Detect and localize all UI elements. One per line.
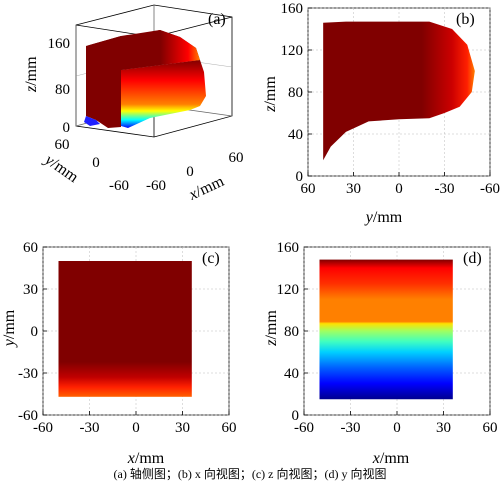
panel-c: -60 -30 0 30 60 60 30 0 -30 -60 x/mm y/mm (c) — [1, 240, 237, 467]
panel-b-x-ticks: 60 30 0 -30 -60 — [301, 172, 500, 197]
panel-d-y-ticks: 0 40 80 120 160 — [277, 240, 308, 424]
panel-a-tag: (a) — [208, 11, 226, 28]
y-tick-label: -30 — [18, 366, 38, 382]
figure-caption: (a) 轴侧图；(b) x 向视图；(c) z 向视图；(d) y 向视图 — [114, 466, 387, 481]
x-tick-label: 60 — [483, 420, 498, 436]
x-tick-label: -30 — [341, 420, 361, 436]
panel-a-x-ticks: -60 0 60 — [146, 150, 244, 194]
x-tick-label: 0 — [132, 420, 140, 436]
panel-d-tag: (d) — [463, 250, 482, 267]
x-tick-label: 30 — [346, 181, 361, 197]
x-tick-label: 60 — [301, 181, 316, 197]
y-tick-label: 80 — [288, 85, 303, 101]
panel-d-x-label: x/mm — [372, 450, 410, 467]
panel-d: -60 -30 0 30 60 0 40 80 120 160 x/mm z/mm (d) — [263, 240, 498, 467]
x-tick-label: 0 — [186, 164, 194, 180]
panel-a-object-side — [121, 60, 206, 128]
panel-a-y-label: y/mm — [40, 150, 82, 186]
y-tick-label: -60 — [18, 408, 38, 424]
z-tick-label: 160 — [48, 36, 71, 52]
x-tick-label: 30 — [175, 420, 190, 436]
x-tick-label: -60 — [480, 181, 500, 197]
z-tick-label: 0 — [63, 120, 71, 136]
x-tick-label: 30 — [436, 420, 451, 436]
x-tick-label: -30 — [80, 420, 100, 436]
panel-a-z-label: z/mm — [23, 56, 40, 93]
panel-d-shape — [319, 259, 453, 400]
y-tick-label: 160 — [281, 1, 304, 17]
panel-b-y-label: z/mm — [262, 76, 279, 113]
panel-b-y-ticks: 0 40 80 120 160 — [281, 1, 312, 185]
y-tick-label: -60 — [109, 178, 129, 194]
panel-c-x-label: x/mm — [127, 450, 165, 467]
y-tick-label: 0 — [296, 169, 304, 185]
panel-c-x-ticks: -60 -30 0 30 60 — [33, 411, 237, 436]
x-tick-label: 0 — [393, 420, 401, 436]
panel-c-y-label: y/mm — [1, 309, 18, 348]
panel-c-shape — [58, 261, 192, 397]
panel-a-y-ticks: 60 0 -60 — [55, 137, 130, 194]
x-tick-label: 60 — [222, 420, 237, 436]
panel-a-object-cap — [121, 30, 200, 70]
y-tick-label: 30 — [23, 282, 38, 298]
x-tick-label: -30 — [435, 181, 455, 197]
panel-a-object-front — [86, 36, 121, 128]
y-tick-label: 40 — [288, 127, 303, 143]
panel-c-tag: (c) — [202, 250, 220, 267]
panel-d-x-ticks: -60 -30 0 30 60 — [294, 411, 498, 436]
x-tick-label: -60 — [146, 178, 166, 194]
panel-a-object — [84, 30, 206, 128]
panel-c-y-ticks: 60 30 0 -30 -60 — [18, 240, 47, 424]
y-tick-label: 0 — [292, 408, 300, 424]
panel-b: 60 30 0 -30 -60 0 40 80 120 160 y/mm z/mm (b) — [262, 1, 500, 226]
x-tick-label: 60 — [229, 150, 244, 166]
y-tick-label: 40 — [284, 366, 299, 382]
x-tick-label: -60 — [294, 420, 314, 436]
y-tick-label: 0 — [31, 324, 39, 340]
y-tick-label: 160 — [277, 240, 300, 256]
z-tick-label: 80 — [55, 82, 70, 98]
y-tick-label: 80 — [284, 324, 299, 340]
y-tick-label: 60 — [23, 240, 38, 256]
x-tick-label: 0 — [395, 181, 403, 197]
x-tick-label: -60 — [33, 420, 53, 436]
panel-b-x-label: y/mm — [364, 209, 403, 226]
panel-b-shape — [323, 21, 475, 161]
panel-d-y-label: z/mm — [263, 310, 280, 347]
y-tick-label: 120 — [277, 282, 300, 298]
panel-b-tag: (b) — [456, 11, 475, 28]
y-tick-label: 0 — [92, 155, 100, 171]
y-tick-label: 120 — [281, 43, 304, 59]
panel-a-z-ticks: 160 80 0 — [48, 36, 71, 136]
y-tick-label: 60 — [55, 137, 70, 153]
panel-a-object-base — [84, 116, 100, 126]
